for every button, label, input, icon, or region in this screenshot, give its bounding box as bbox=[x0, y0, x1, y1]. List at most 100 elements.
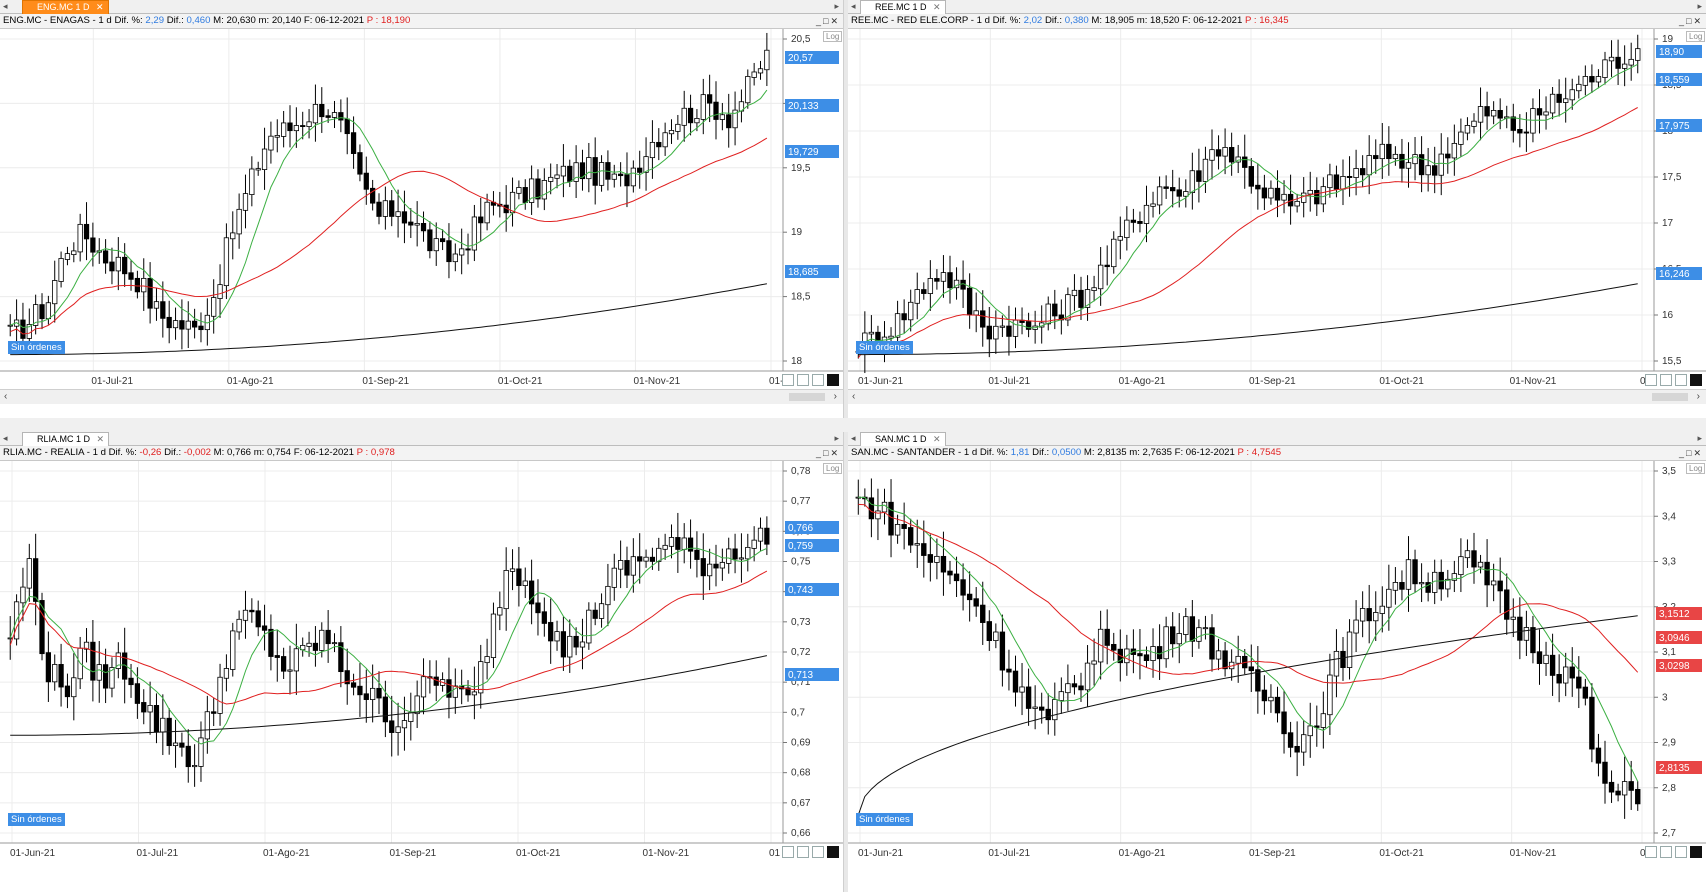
candle-body bbox=[1307, 189, 1313, 195]
color-icon[interactable] bbox=[1690, 374, 1702, 387]
close-icon[interactable]: ✕ bbox=[1693, 16, 1703, 26]
candle-body bbox=[1202, 158, 1209, 182]
scroll-thumb[interactable] bbox=[789, 393, 825, 401]
pin-icon[interactable] bbox=[812, 846, 824, 859]
candle-body bbox=[217, 676, 223, 714]
max-value: M: 20,630 bbox=[213, 15, 256, 26]
chart-tab[interactable]: REE.MC 1 D ✕ bbox=[860, 0, 946, 14]
candle-body bbox=[509, 191, 516, 214]
tab-scroll-left-icon[interactable]: ◂ bbox=[851, 433, 856, 443]
tab-close-icon[interactable]: ✕ bbox=[95, 2, 104, 12]
candle-body bbox=[1150, 646, 1156, 661]
candle-body bbox=[1300, 192, 1307, 203]
log-scale-button[interactable]: Log bbox=[823, 31, 843, 42]
minimize-icon[interactable]: _ bbox=[1679, 16, 1687, 26]
close-icon[interactable]: ✕ bbox=[830, 16, 840, 26]
minimize-icon[interactable]: _ bbox=[816, 448, 824, 458]
save-icon[interactable] bbox=[797, 846, 809, 859]
horizontal-splitter[interactable] bbox=[0, 418, 1706, 432]
price-tag: 0,743 bbox=[785, 583, 839, 596]
candle-body bbox=[1635, 48, 1641, 61]
horizontal-scrollbar[interactable]: ‹ › bbox=[848, 389, 1706, 404]
price-tag-label: 3,0946 bbox=[1659, 633, 1690, 644]
candle-body bbox=[662, 132, 668, 148]
indicator-icon[interactable] bbox=[1645, 374, 1657, 387]
candle-body bbox=[1490, 580, 1497, 586]
candle-body bbox=[1346, 176, 1353, 178]
scroll-right-icon[interactable]: › bbox=[1696, 391, 1700, 402]
candles bbox=[855, 478, 1641, 819]
log-scale-button[interactable]: Log bbox=[1686, 31, 1706, 42]
candle-body bbox=[1130, 219, 1137, 223]
pin-icon[interactable] bbox=[1675, 374, 1687, 387]
tab-scroll-left-icon[interactable]: ◂ bbox=[3, 1, 8, 11]
log-scale-button[interactable]: Log bbox=[1686, 463, 1706, 474]
maximize-icon[interactable]: □ bbox=[823, 448, 831, 458]
maximize-icon[interactable]: □ bbox=[823, 16, 831, 26]
tab-close-icon[interactable]: ✕ bbox=[932, 434, 941, 444]
x-tick-label: 01-Nov-21 bbox=[633, 376, 680, 387]
save-icon[interactable] bbox=[1660, 374, 1672, 387]
candle-body bbox=[1287, 732, 1294, 748]
candle-body bbox=[934, 555, 940, 563]
x-tick-label: 01-Jul-21 bbox=[988, 376, 1030, 387]
candle-body bbox=[592, 609, 598, 619]
chart-tab[interactable]: ENG.MC 1 D ✕ bbox=[22, 0, 109, 14]
price-chart[interactable]: 20,52019,51918,51801-Jul-2101-Ago-2101-S… bbox=[0, 29, 843, 389]
maximize-icon[interactable]: □ bbox=[1686, 16, 1694, 26]
log-scale-button[interactable]: Log bbox=[823, 463, 843, 474]
maximize-icon[interactable]: □ bbox=[1686, 448, 1694, 458]
candle-body bbox=[191, 320, 198, 328]
chart-tab[interactable]: SAN.MC 1 D ✕ bbox=[860, 432, 946, 446]
candle-body bbox=[940, 272, 947, 282]
price-chart[interactable]: 1918,51817,51716,51615,501-Jun-2101-Jul-… bbox=[848, 29, 1706, 389]
sma-fast-line bbox=[858, 496, 1639, 782]
color-icon[interactable] bbox=[827, 846, 839, 859]
pin-icon[interactable] bbox=[1675, 846, 1687, 859]
price-chart[interactable]: 0,780,770,760,750,740,730,720,710,70,690… bbox=[0, 461, 843, 863]
y-tick-label: 0,73 bbox=[791, 617, 811, 628]
close-icon[interactable]: ✕ bbox=[1693, 448, 1703, 458]
color-icon[interactable] bbox=[1690, 846, 1702, 859]
tab-scroll-right-icon[interactable]: ▸ bbox=[1697, 1, 1702, 11]
candle-body bbox=[484, 201, 490, 224]
indicator-icon[interactable] bbox=[782, 846, 794, 859]
minimize-icon[interactable]: _ bbox=[816, 16, 824, 26]
candle-body bbox=[1065, 294, 1071, 321]
scroll-right-icon[interactable]: › bbox=[833, 391, 837, 402]
tab-scroll-left-icon[interactable]: ◂ bbox=[851, 1, 856, 11]
price-chart[interactable]: 3,53,43,33,23,132,92,82,701-Jun-2101-Jul… bbox=[848, 461, 1706, 863]
candle-body bbox=[541, 611, 547, 624]
dif-pct-label: Dif. %: bbox=[114, 15, 143, 26]
color-icon[interactable] bbox=[827, 374, 839, 387]
candle-body bbox=[643, 156, 649, 173]
tab-scroll-right-icon[interactable]: ▸ bbox=[1697, 433, 1702, 443]
minimize-icon[interactable]: _ bbox=[1679, 448, 1687, 458]
scroll-left-icon[interactable]: ‹ bbox=[852, 391, 856, 402]
tab-scroll-left-icon[interactable]: ◂ bbox=[3, 433, 8, 443]
candle-body bbox=[541, 180, 547, 200]
candle-body bbox=[338, 642, 344, 673]
candle-body bbox=[1556, 674, 1562, 684]
close-icon[interactable]: ✕ bbox=[830, 448, 840, 458]
chart-tab[interactable]: RLIA.MC 1 D ✕ bbox=[22, 432, 110, 446]
candle-body bbox=[1196, 627, 1202, 642]
tab-scroll-right-icon[interactable]: ▸ bbox=[834, 1, 839, 11]
tab-close-icon[interactable]: ✕ bbox=[96, 434, 105, 444]
indicator-icon[interactable] bbox=[782, 374, 794, 387]
tab-scroll-right-icon[interactable]: ▸ bbox=[834, 433, 839, 443]
candle-body bbox=[649, 556, 656, 562]
candle-body bbox=[694, 118, 700, 124]
indicator-icon[interactable] bbox=[1645, 846, 1657, 859]
price-tag-label: 3,1512 bbox=[1659, 609, 1690, 620]
save-icon[interactable] bbox=[1660, 846, 1672, 859]
scroll-left-icon[interactable]: ‹ bbox=[4, 391, 8, 402]
tab-close-icon[interactable]: ✕ bbox=[932, 2, 941, 12]
candle-body bbox=[1621, 781, 1628, 796]
pin-icon[interactable] bbox=[812, 374, 824, 387]
scroll-thumb[interactable] bbox=[1652, 393, 1688, 401]
horizontal-scrollbar[interactable]: ‹ › bbox=[0, 389, 843, 404]
candle-body bbox=[624, 560, 630, 576]
x-tick-label: 01-Sep-21 bbox=[1249, 848, 1296, 859]
save-icon[interactable] bbox=[797, 374, 809, 387]
